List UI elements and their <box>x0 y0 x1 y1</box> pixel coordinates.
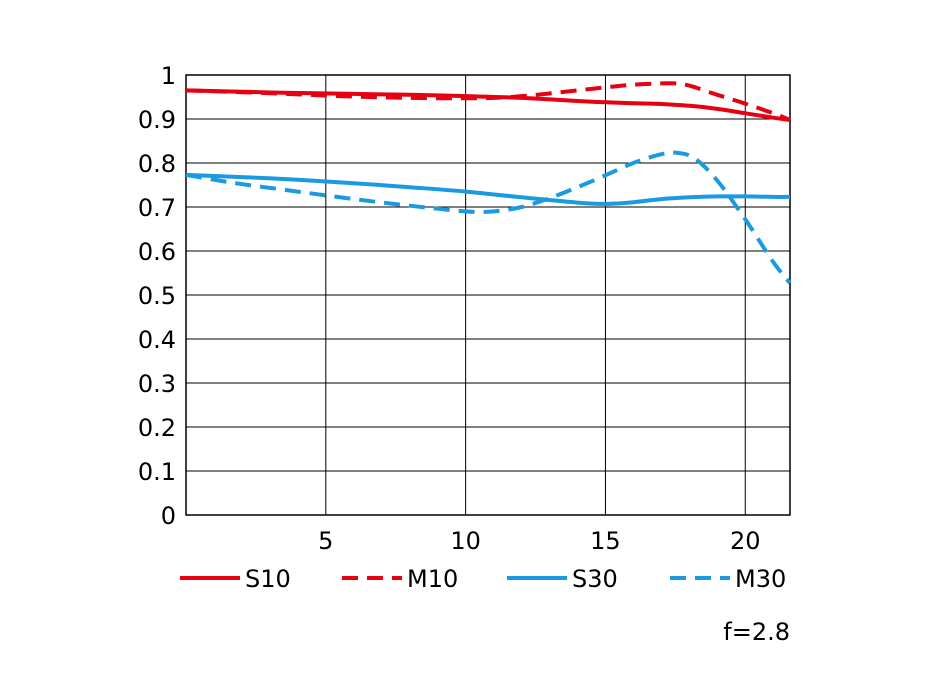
y-tick-label: 0.7 <box>138 194 176 222</box>
y-tick-label: 0.2 <box>138 414 176 442</box>
y-tick-label: 0 <box>161 502 176 530</box>
x-axis-tick-labels: 5 10 15 20 <box>318 527 760 555</box>
legend-label-m30: M30 <box>735 565 786 593</box>
x-tick-label: 15 <box>590 527 621 555</box>
y-tick-label: 0.5 <box>138 282 176 310</box>
series-line-m10 <box>185 81 791 122</box>
y-tick-label: 0.4 <box>138 326 176 354</box>
aperture-annotation: f=2.8 <box>723 618 790 646</box>
x-tick-label: 5 <box>318 527 333 555</box>
y-tick-label: 0.8 <box>138 150 176 178</box>
x-tick-label: 10 <box>450 527 481 555</box>
y-tick-label: 0.1 <box>138 458 176 486</box>
legend-label-s30: S30 <box>572 565 618 593</box>
series-line-s30 <box>185 172 791 206</box>
series-line-m30 <box>185 150 792 285</box>
y-tick-label: 0.9 <box>138 106 176 134</box>
legend-label-s10: S10 <box>245 565 291 593</box>
series-line-s10 <box>185 88 791 122</box>
y-tick-label: 0.3 <box>138 370 176 398</box>
legend-label-m10: M10 <box>407 565 458 593</box>
x-tick-label: 20 <box>730 527 761 555</box>
series-layer <box>185 81 792 285</box>
plot-frame <box>185 74 791 516</box>
legend: S10 M10 S30 M30 <box>180 565 786 593</box>
grid-lines <box>186 74 790 516</box>
y-tick-label: 0.6 <box>138 238 176 266</box>
y-axis-tick-labels: 0 0.1 0.2 0.3 0.4 0.5 0.6 0.7 0.8 0.9 1 <box>138 62 176 530</box>
y-tick-label: 1 <box>161 62 176 90</box>
